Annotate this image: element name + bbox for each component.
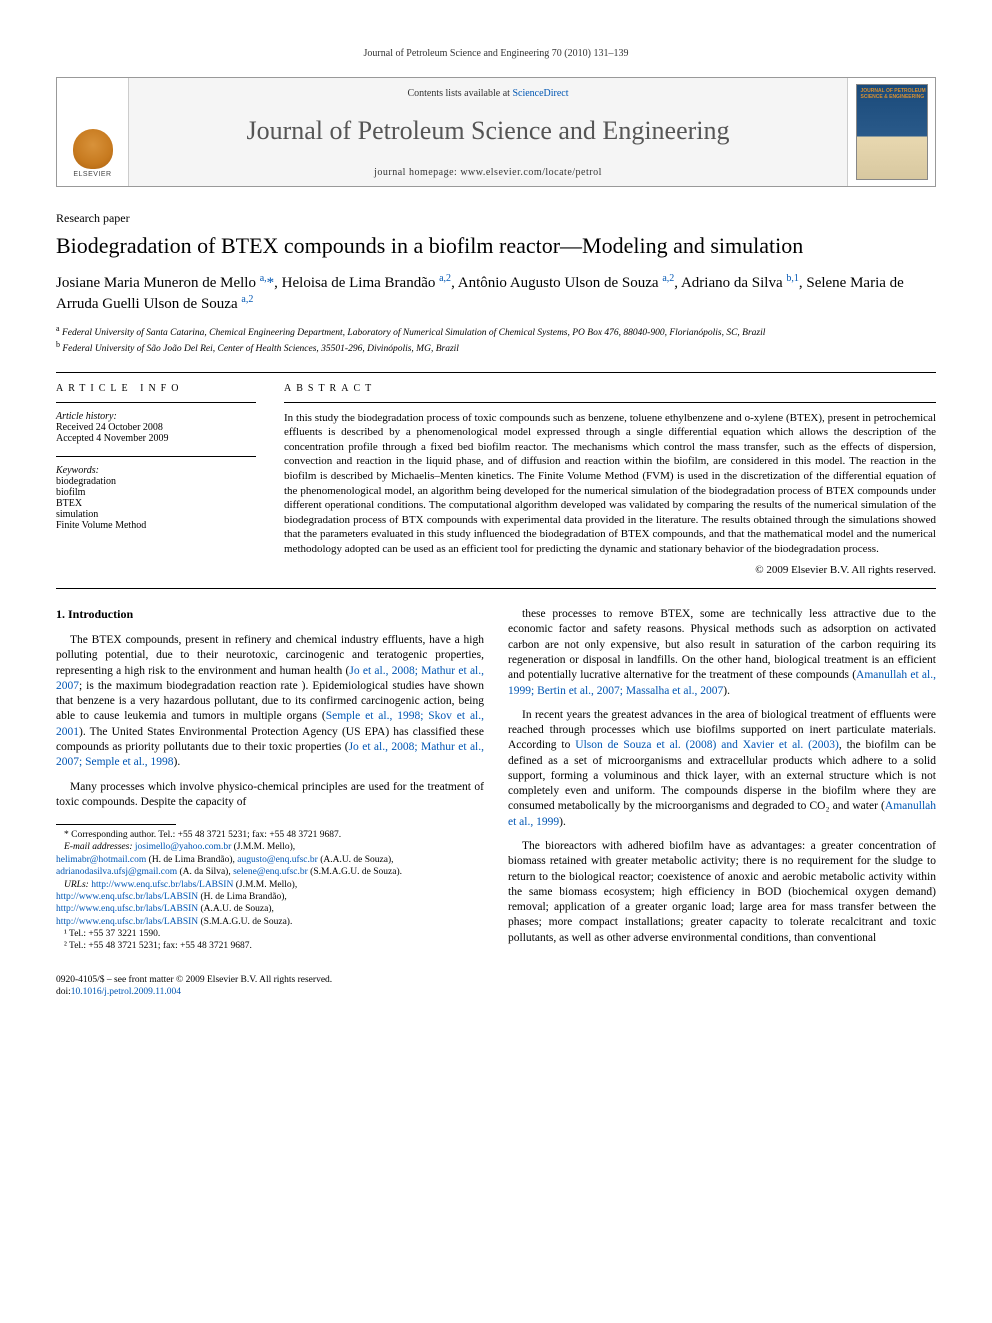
keyword: biodegradation — [56, 476, 256, 487]
email-link[interactable]: adrianodasilva.ufsj@gmail.com — [56, 867, 177, 877]
article-info-heading: ARTICLE INFO — [56, 383, 256, 394]
keyword: simulation — [56, 509, 256, 520]
publisher-label: ELSEVIER — [73, 171, 111, 178]
email-who: (A. da Silva), — [180, 867, 231, 877]
publisher-logo-box: ELSEVIER — [57, 78, 129, 186]
keyword: biofilm — [56, 487, 256, 498]
body-paragraph: The BTEX compounds, present in refinery … — [56, 633, 484, 771]
footer-copyright: 0920-4105/$ – see front matter © 2009 El… — [56, 974, 936, 986]
received-date: Received 24 October 2008 — [56, 422, 256, 433]
affiliations: a Federal University of Santa Catarina, … — [56, 324, 936, 356]
accepted-date: Accepted 4 November 2009 — [56, 433, 256, 444]
corresponding-author: * Corresponding author. Tel.: +55 48 372… — [56, 829, 484, 841]
affiliation-a-text: Federal University of Santa Catarina, Ch… — [62, 328, 765, 338]
doi-link[interactable]: 10.1016/j.petrol.2009.11.004 — [71, 987, 181, 997]
url-link[interactable]: http://www.enq.ufsc.br/labs/LABSIN — [56, 892, 198, 902]
divider-top — [56, 372, 936, 373]
tel-footnote-1: ¹ Tel.: +55 37 3221 1590. — [56, 928, 484, 940]
homepage-line: journal homepage: www.elsevier.com/locat… — [147, 167, 829, 178]
url-link[interactable]: http://www.enq.ufsc.br/labs/LABSIN — [56, 917, 198, 927]
abstract-column: ABSTRACT In this study the biodegradatio… — [284, 383, 936, 576]
affiliation-a: a Federal University of Santa Catarina, … — [56, 324, 936, 340]
divider-bottom — [56, 588, 936, 589]
affiliation-b: b Federal University of São João Del Rei… — [56, 340, 936, 356]
keyword: Finite Volume Method — [56, 520, 256, 531]
url-line: http://www.enq.ufsc.br/labs/LABSIN (H. d… — [56, 891, 484, 903]
info-divider-2 — [56, 456, 256, 457]
page-footer: 0920-4105/$ – see front matter © 2009 El… — [56, 974, 936, 999]
p1d: ). — [174, 756, 181, 768]
url-who: (A.A.U. de Souza), — [201, 904, 274, 914]
homepage-prefix: journal homepage: — [374, 167, 460, 178]
url-line: http://www.enq.ufsc.br/labs/LABSIN (A.A.… — [56, 903, 484, 915]
history-label: Article history: — [56, 411, 256, 422]
journal-cover-thumb: JOURNAL OF PETROLEUM SCIENCE & ENGINEERI… — [856, 84, 928, 180]
banner-center: Contents lists available at ScienceDirec… — [129, 78, 847, 186]
info-abstract-row: ARTICLE INFO Article history: Received 2… — [56, 383, 936, 576]
article-type: Research paper — [56, 211, 936, 226]
email-link[interactable]: josimello@yahoo.com.br — [135, 842, 231, 852]
email-label: E-mail addresses: — [64, 842, 133, 852]
cover-thumb-box: JOURNAL OF PETROLEUM SCIENCE & ENGINEERI… — [847, 78, 935, 186]
url-line: http://www.enq.ufsc.br/labs/LABSIN (S.M.… — [56, 916, 484, 928]
abstract-divider — [284, 402, 936, 403]
email-link[interactable]: augusto@enq.ufsc.br — [237, 855, 318, 865]
info-divider — [56, 402, 256, 403]
journal-title: Journal of Petroleum Science and Enginee… — [147, 116, 829, 146]
urls-line: URLs: http://www.enq.ufsc.br/labs/LABSIN… — [56, 879, 484, 891]
p4c: ). — [559, 816, 566, 828]
url-who: (J.M.M. Mello), — [236, 880, 298, 890]
homepage-url: www.elsevier.com/locate/petrol — [460, 167, 602, 178]
article-history-block: Article history: Received 24 October 200… — [56, 411, 256, 444]
email-link[interactable]: selene@enq.ufsc.br — [233, 867, 308, 877]
tel-footnote-2: ² Tel.: +55 48 3721 5231; fax: +55 48 37… — [56, 940, 484, 952]
running-header: Journal of Petroleum Science and Enginee… — [56, 48, 936, 59]
sciencedirect-link[interactable]: ScienceDirect — [512, 88, 568, 99]
abstract-copyright: © 2009 Elsevier B.V. All rights reserved… — [284, 564, 936, 576]
body-columns: 1. Introduction The BTEX compounds, pres… — [56, 607, 936, 954]
email-line: adrianodasilva.ufsj@gmail.com (A. da Sil… — [56, 866, 484, 878]
email-who: (A.A.U. de Souza), — [320, 855, 393, 865]
citation-link[interactable]: Ulson de Souza et al. (2008) and Xavier … — [575, 739, 839, 751]
authors-list: Josiane Maria Muneron de Mello a,*, Helo… — [56, 272, 936, 315]
article-info-column: ARTICLE INFO Article history: Received 2… — [56, 383, 256, 576]
email-link[interactable]: helimabr@hotmail.com — [56, 855, 146, 865]
cover-title-text: JOURNAL OF PETROLEUM SCIENCE & ENGINEERI… — [861, 89, 927, 100]
email-who: (S.M.A.G.U. de Souza). — [310, 867, 402, 877]
url-link[interactable]: http://www.enq.ufsc.br/labs/LABSIN — [56, 904, 198, 914]
abstract-heading: ABSTRACT — [284, 383, 936, 394]
email-who: (J.M.M. Mello), — [234, 842, 296, 852]
url-who: (H. de Lima Brandão), — [201, 892, 287, 902]
affiliation-b-text: Federal University of São João Del Rei, … — [62, 344, 459, 354]
doi-label: doi: — [56, 987, 71, 997]
keyword: BTEX — [56, 498, 256, 509]
elsevier-logo: ELSEVIER — [65, 114, 121, 178]
urls-label: URLs: — [64, 880, 89, 890]
body-paragraph: The bioreactors with adhered biofilm hav… — [508, 839, 936, 946]
keywords-block: Keywords: biodegradation biofilm BTEX si… — [56, 465, 256, 531]
article-title: Biodegradation of BTEX compounds in a bi… — [56, 232, 936, 260]
p3b: ). — [723, 685, 730, 697]
email-line: helimabr@hotmail.com (H. de Lima Brandão… — [56, 854, 484, 866]
contents-prefix: Contents lists available at — [407, 88, 512, 99]
body-paragraph: Many processes which involve physico-che… — [56, 780, 484, 811]
email-addresses: E-mail addresses: josimello@yahoo.com.br… — [56, 841, 484, 853]
abstract-text: In this study the biodegradation process… — [284, 411, 936, 556]
footnote-rule — [56, 824, 176, 825]
body-paragraph: these processes to remove BTEX, some are… — [508, 607, 936, 699]
email-who: (H. de Lima Brandão), — [149, 855, 235, 865]
url-link[interactable]: http://www.enq.ufsc.br/labs/LABSIN — [91, 880, 233, 890]
footer-doi: doi:10.1016/j.petrol.2009.11.004 — [56, 986, 936, 998]
footnotes-block: * Corresponding author. Tel.: +55 48 372… — [56, 824, 484, 952]
journal-banner: ELSEVIER Contents lists available at Sci… — [56, 77, 936, 187]
section-heading: 1. Introduction — [56, 607, 484, 623]
body-paragraph: In recent years the greatest advances in… — [508, 708, 936, 830]
contents-available-line: Contents lists available at ScienceDirec… — [147, 88, 829, 99]
elsevier-tree-icon — [73, 129, 113, 169]
url-who: (S.M.A.G.U. de Souza). — [201, 917, 293, 927]
keywords-label: Keywords: — [56, 465, 256, 476]
